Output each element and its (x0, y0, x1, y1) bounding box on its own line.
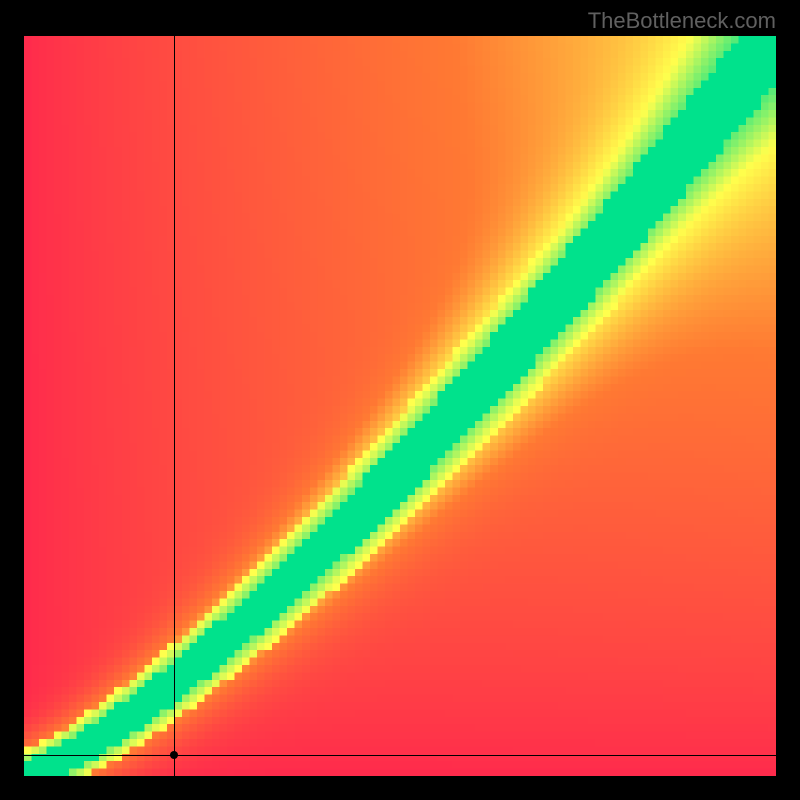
heatmap-inner (24, 36, 776, 776)
heatmap-canvas (24, 36, 776, 776)
watermark-text: TheBottleneck.com (588, 8, 776, 34)
crosshair-vertical (174, 36, 175, 776)
crosshair-marker (170, 751, 178, 759)
crosshair-horizontal (24, 755, 776, 756)
heatmap-plot (24, 36, 776, 776)
